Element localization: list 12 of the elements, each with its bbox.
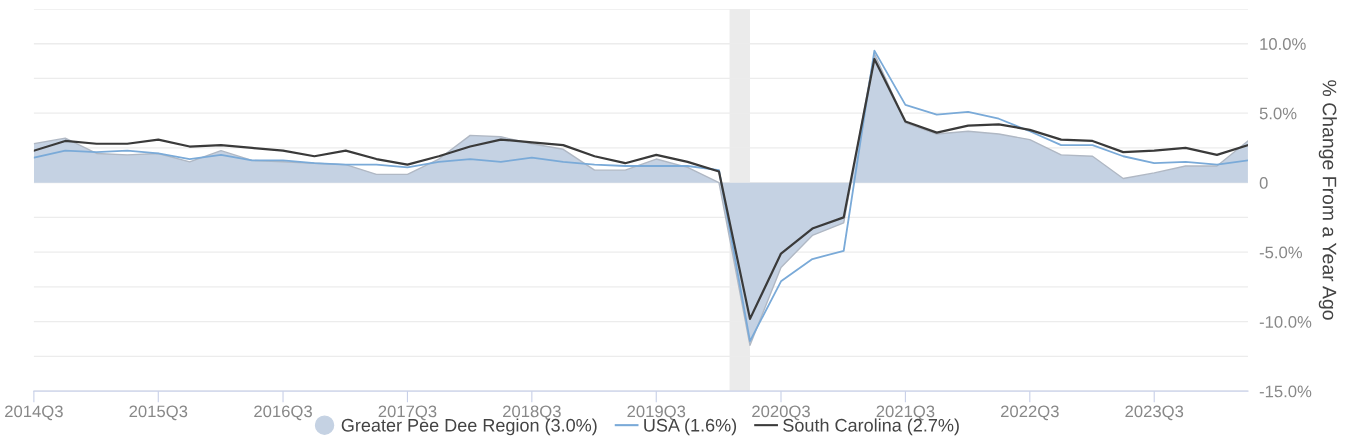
y-tick-label: -10.0%: [1259, 316, 1312, 328]
x-tick-label: 2015Q3: [129, 405, 188, 421]
x-tick-label: 2014Q3: [5, 405, 63, 421]
y-tick-label: 0: [1259, 177, 1268, 189]
y-tick-label: 10.0%: [1260, 38, 1306, 50]
x-tick-label: 2016Q3: [254, 405, 312, 421]
y-tick-label: 5.0%: [1259, 107, 1297, 120]
y-tick-label: -15.0%: [1259, 385, 1312, 398]
y-axis-title: % Change From a Year Ago: [1318, 80, 1337, 320]
x-tick-label: 2022Q3: [1001, 405, 1059, 421]
y-tick-label: -5.0%: [1259, 246, 1303, 259]
x-tick-label: 2023Q3: [1125, 405, 1184, 421]
